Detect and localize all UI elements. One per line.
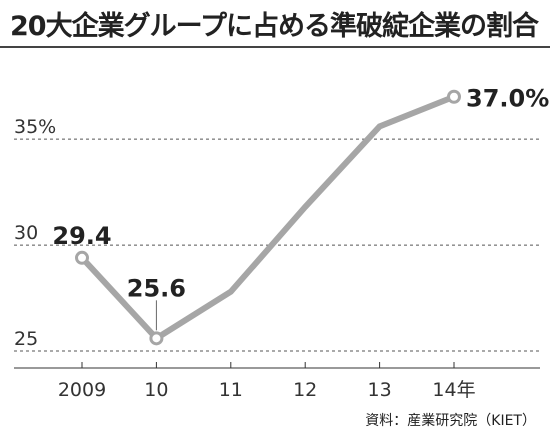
x-tick-label: 12 xyxy=(293,379,317,401)
data-point xyxy=(149,331,164,346)
x-tick-label: 2009 xyxy=(58,379,106,401)
data-points xyxy=(75,89,461,346)
x-tick-label: 13 xyxy=(368,379,392,401)
data-label: 29.4 xyxy=(52,222,111,250)
data-label: 25.6 xyxy=(127,274,186,302)
title-divider xyxy=(0,46,550,48)
data-point xyxy=(75,250,89,265)
x-axis xyxy=(14,362,540,369)
x-tick-label: 14年 xyxy=(432,379,475,401)
x-tick-label: 10 xyxy=(144,379,168,401)
data-label: 37.0% xyxy=(466,85,549,113)
y-axis-labels: 35% 30 25 xyxy=(14,116,56,350)
series-line-path xyxy=(79,93,456,343)
series-line xyxy=(79,93,456,343)
y-tick-label: 25 xyxy=(14,328,38,350)
data-labels: 29.4 25.6 37.0% xyxy=(52,85,549,331)
y-tick-label: 30 xyxy=(14,222,38,244)
y-tick-label: 35% xyxy=(14,116,56,138)
data-point xyxy=(447,89,461,104)
x-axis-labels: 2009 10 11 12 13 14年 xyxy=(58,379,476,401)
grid-lines xyxy=(14,138,540,352)
x-tick-label: 11 xyxy=(219,379,243,401)
chart-title: 20大企業グループに占める準破綻企業の割合 xyxy=(10,11,539,42)
source-note: 資料：産業研究院（KIET） xyxy=(365,413,536,429)
